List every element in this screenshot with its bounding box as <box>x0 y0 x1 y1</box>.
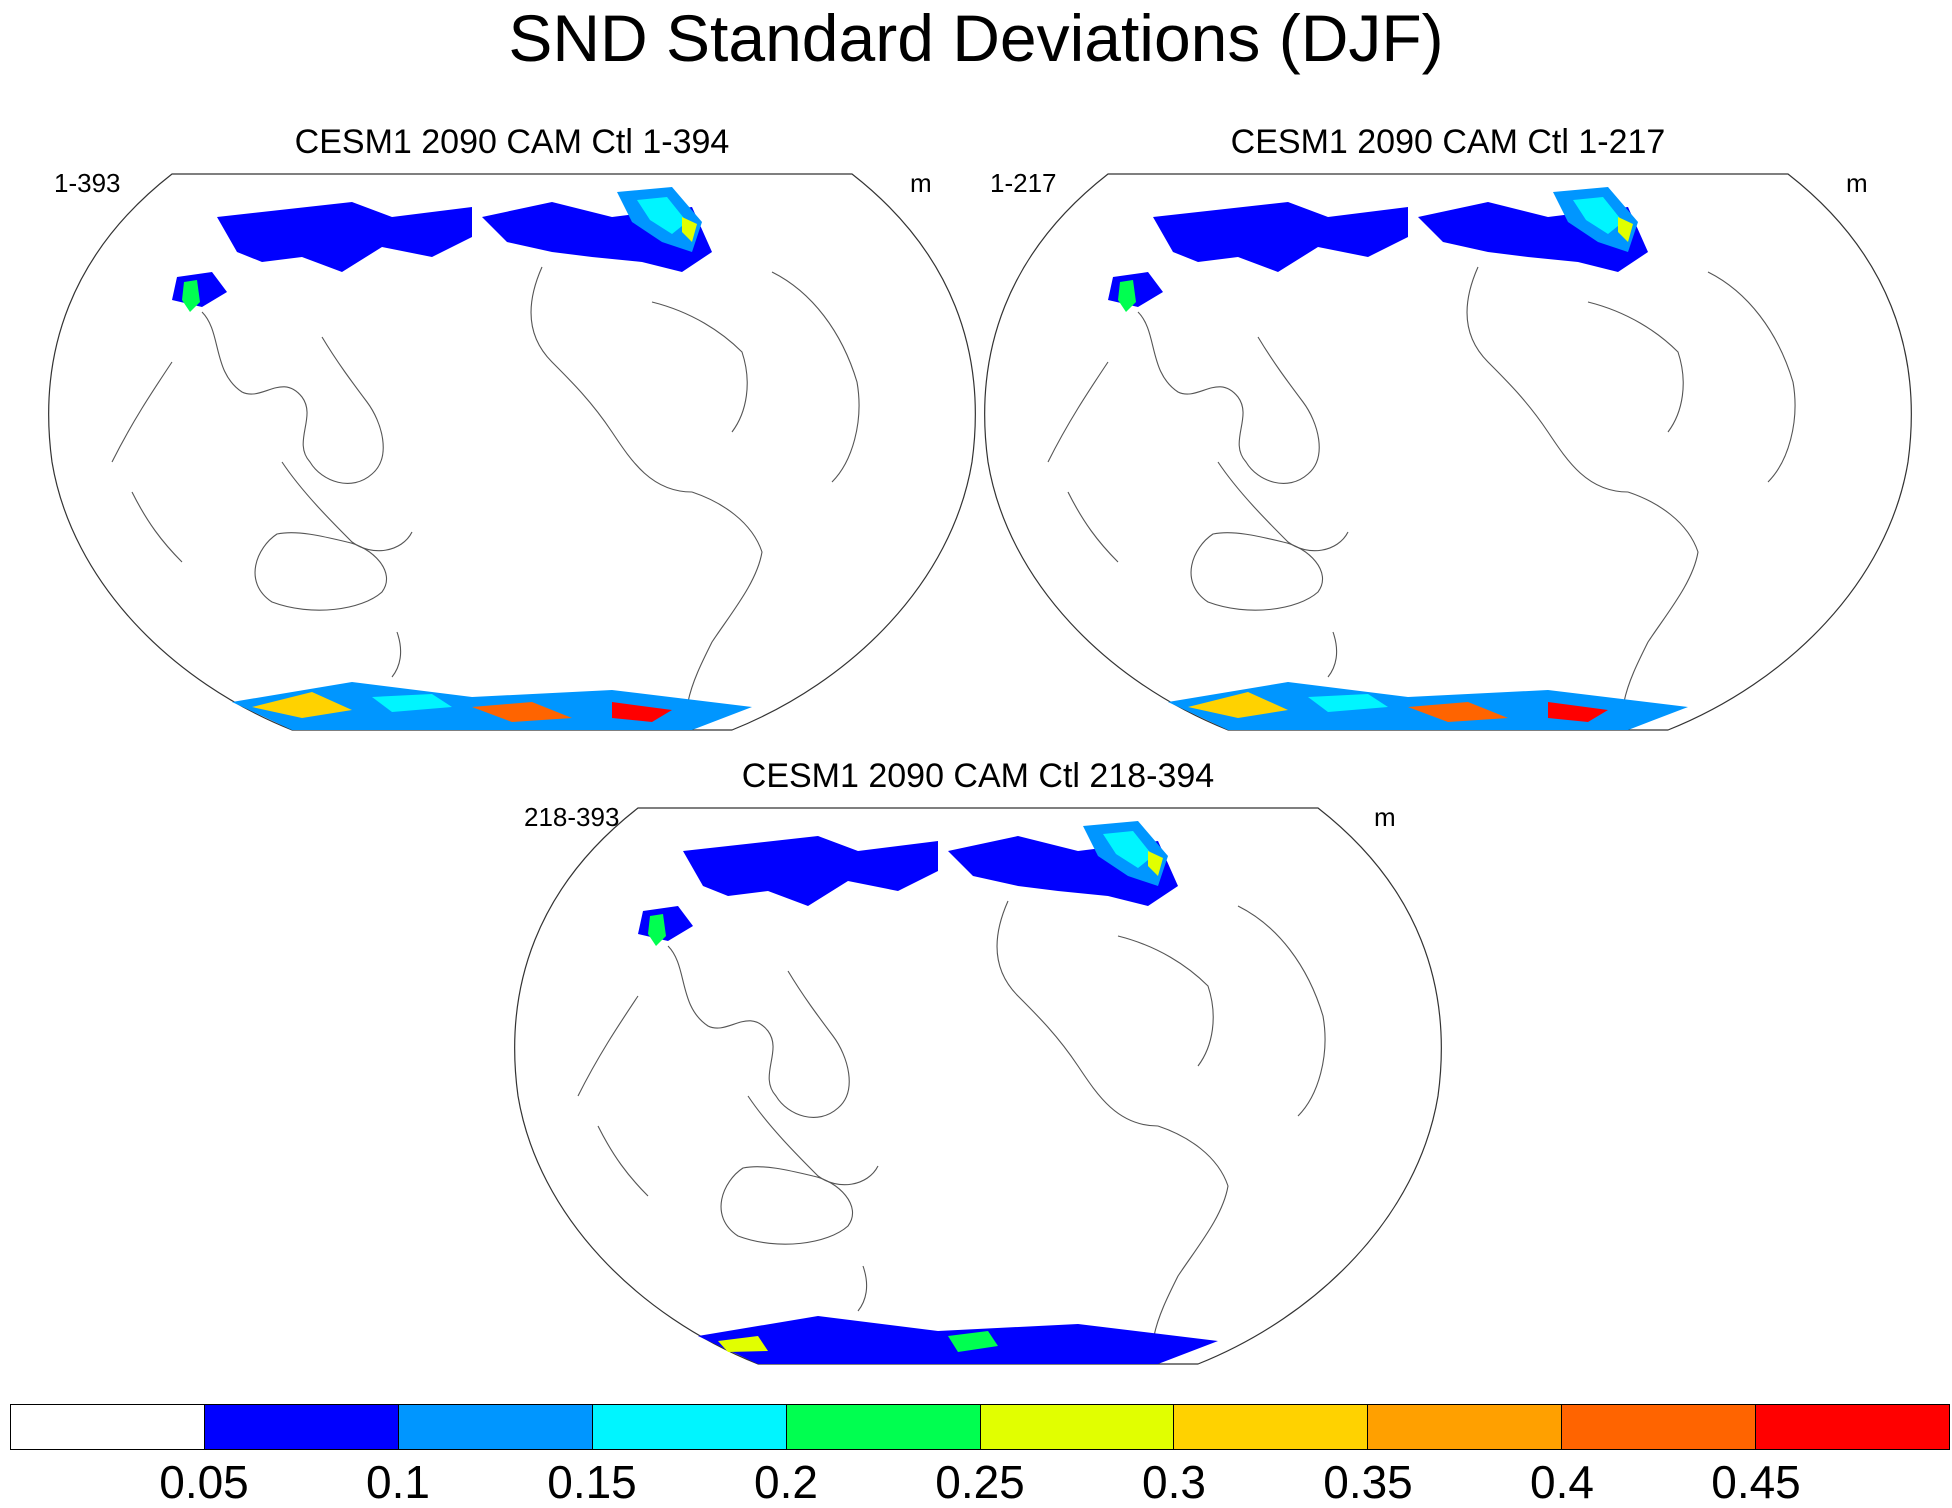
panel-left-label: 218-393 <box>524 802 620 832</box>
coastline <box>1623 491 1699 703</box>
colorbar-tick-label: 0.25 <box>935 1456 1025 1508</box>
coastline <box>720 1166 854 1245</box>
map-panel-1-394: CESM1 2090 CAM Ctl 1-394 1-393 m <box>48 122 976 732</box>
coastline <box>1466 266 1629 493</box>
colorbar-labels: 0.05 0.1 0.15 0.2 0.25 0.3 0.35 0.4 0.45 <box>10 1458 1950 1506</box>
snow-region <box>718 1336 768 1352</box>
colorbar-box <box>786 1405 981 1449</box>
map-frame <box>514 807 1442 1365</box>
coastline <box>530 266 693 493</box>
snow-region <box>252 692 352 718</box>
panel-units-label: m <box>910 168 932 198</box>
figure-title: SND Standard Deviations (DJF) <box>508 1 1444 75</box>
coastline <box>577 995 639 1097</box>
snow-region <box>1188 692 1288 718</box>
snow-region <box>1573 197 1623 234</box>
world-map-snow-depth-stddev <box>514 807 1442 1365</box>
snow-region <box>1118 280 1136 312</box>
coastline <box>1237 905 1326 1117</box>
world-map-snow-depth-stddev <box>984 173 1912 731</box>
snow-region <box>472 702 572 722</box>
panel-title: CESM1 2090 CAM Ctl 1-394 <box>294 123 730 161</box>
panel-units-label: m <box>1374 802 1396 832</box>
snow-region <box>648 914 666 946</box>
colorbar <box>10 1404 1950 1450</box>
panel-title: CESM1 2090 CAM Ctl 218-394 <box>741 757 1215 795</box>
snow-region <box>1148 851 1163 876</box>
map-frame <box>984 173 1912 731</box>
colorbar-tick-label: 0.4 <box>1530 1456 1594 1508</box>
colorbar-tick-label: 0.15 <box>547 1456 637 1508</box>
map-panel-218-394: CESM1 2090 CAM Ctl 218-394 218-393 m <box>514 756 1442 1366</box>
colorbar-box <box>11 1405 205 1449</box>
coastline <box>281 461 413 552</box>
coastline <box>996 900 1159 1127</box>
panel-title: CESM1 2090 CAM Ctl 1-217 <box>1230 123 1666 161</box>
coastline <box>1153 1125 1229 1337</box>
coastline <box>651 301 748 433</box>
snow-region <box>217 202 472 272</box>
coastline <box>597 1125 649 1197</box>
colorbar-tick-label: 0.3 <box>1142 1456 1206 1508</box>
coastline <box>687 491 763 703</box>
colorbar-tick-label: 0.2 <box>754 1456 818 1508</box>
snow-region <box>1548 702 1608 722</box>
coastline <box>254 532 388 611</box>
snow-region <box>1153 202 1408 272</box>
colorbar-tick-label: 0.1 <box>366 1456 430 1508</box>
coastline <box>131 491 183 563</box>
coastline <box>667 945 850 1118</box>
panel-left-label: 1-217 <box>990 168 1057 198</box>
snow-region <box>182 280 200 312</box>
colorbar-box <box>1562 1405 1757 1449</box>
coastline <box>1217 461 1349 552</box>
world-map-snow-depth-stddev <box>48 173 976 731</box>
coastline <box>1117 935 1214 1067</box>
snow-region <box>637 197 687 234</box>
coastline <box>771 271 860 483</box>
colorbar-tick-label: 0.35 <box>1323 1456 1413 1508</box>
snow-region <box>1103 831 1153 868</box>
coastline <box>1047 361 1109 463</box>
colorbar-box <box>204 1405 399 1449</box>
colorbar-box <box>592 1405 787 1449</box>
colorbar-box <box>1174 1405 1369 1449</box>
snow-region <box>372 694 452 712</box>
snow-region <box>683 836 938 906</box>
colorbar-box <box>1756 1405 1950 1449</box>
coastline <box>1707 271 1796 483</box>
coastline <box>201 311 384 484</box>
colorbar-tick-label: 0.45 <box>1711 1456 1801 1508</box>
panel-units-label: m <box>1846 168 1868 198</box>
coastline <box>857 1265 868 1312</box>
colorbar-box <box>1368 1405 1563 1449</box>
coastline <box>1137 311 1320 484</box>
snow-region <box>1408 702 1508 722</box>
snow-region <box>1308 694 1388 712</box>
snow-region <box>1618 217 1633 242</box>
coastline <box>1327 631 1338 678</box>
colorbar-tick-label: 0.05 <box>159 1456 249 1508</box>
snow-region <box>682 217 697 242</box>
coastline <box>1587 301 1684 433</box>
coastline <box>391 631 402 678</box>
colorbar-box <box>398 1405 593 1449</box>
map-frame <box>48 173 976 731</box>
snow-region <box>948 1331 998 1352</box>
panel-left-label: 1-393 <box>54 168 121 198</box>
coastline <box>111 361 173 463</box>
coastline <box>1067 491 1119 563</box>
coastline <box>1190 532 1324 611</box>
map-panel-1-217: CESM1 2090 CAM Ctl 1-217 1-217 m <box>984 122 1912 732</box>
snow-region <box>612 702 672 722</box>
coastline <box>747 1095 879 1186</box>
colorbar-box <box>980 1405 1175 1449</box>
